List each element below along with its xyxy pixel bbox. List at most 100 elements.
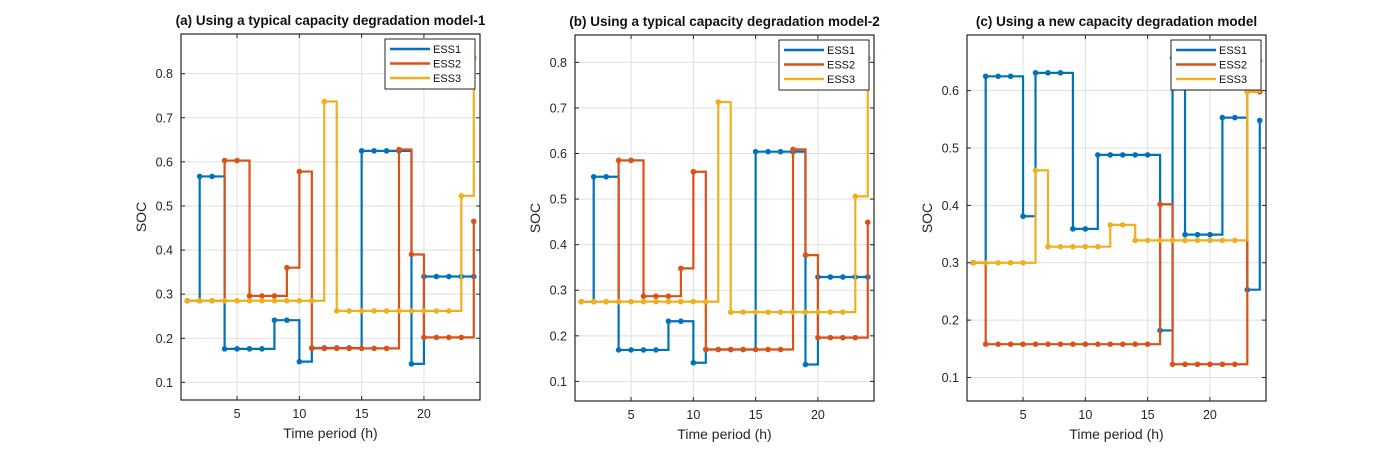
data-point-ess3 <box>1169 237 1176 244</box>
legend-label-ess2: ESS2 <box>827 60 855 72</box>
data-point-ess2 <box>358 345 365 352</box>
data-point-ess3 <box>1132 237 1138 244</box>
data-point-ess3 <box>590 298 597 305</box>
data-point-ess1 <box>234 346 240 352</box>
data-point-ess2 <box>1157 201 1163 208</box>
data-point-ess2 <box>1232 361 1238 368</box>
data-point-ess3 <box>321 98 328 105</box>
data-point-ess3 <box>1007 259 1014 266</box>
data-point-ess3 <box>752 309 759 315</box>
data-point-ess3 <box>578 298 585 305</box>
data-point-ess2 <box>827 334 834 341</box>
data-point-ess1 <box>1132 152 1138 158</box>
data-point-ess2 <box>1070 341 1076 348</box>
data-point-ess1 <box>1256 117 1263 124</box>
data-point-ess2 <box>1219 361 1226 368</box>
y-tick-label: 0.3 <box>942 256 959 270</box>
data-point-ess1 <box>196 173 203 180</box>
y-tick-label: 0.4 <box>942 199 959 213</box>
data-point-ess1 <box>653 347 659 353</box>
data-point-ess2 <box>715 346 722 353</box>
plot-area <box>181 34 480 400</box>
data-point-ess1 <box>271 317 278 323</box>
data-point-ess2 <box>1207 361 1213 368</box>
data-point-ess3 <box>346 308 352 314</box>
data-point-ess1 <box>1082 226 1089 232</box>
data-point-ess3 <box>603 298 609 305</box>
data-point-ess2 <box>982 341 989 348</box>
data-point-ess1 <box>1007 73 1014 80</box>
y-tick-label: 0.1 <box>550 375 567 389</box>
data-point-ess2 <box>752 346 759 353</box>
axes-box <box>966 34 1267 402</box>
y-tick-label: 0.5 <box>942 142 959 156</box>
data-point-ess3 <box>715 99 722 105</box>
data-point-ess3 <box>1219 237 1226 244</box>
x-axis-label: Time period (h) <box>283 425 377 441</box>
x-tick-label: 10 <box>1078 408 1092 422</box>
data-point-ess1 <box>246 346 253 352</box>
data-point-ess1 <box>1144 152 1151 158</box>
data-point-ess1 <box>1107 152 1114 158</box>
data-point-ess1 <box>982 73 989 80</box>
data-point-ess1 <box>1032 70 1039 76</box>
data-point-ess2 <box>1007 341 1014 348</box>
data-point-ess2 <box>790 146 796 153</box>
data-point-ess3 <box>815 309 821 315</box>
data-point-ess3 <box>852 193 859 200</box>
data-point-ess1 <box>690 359 697 366</box>
axes-box <box>574 34 875 402</box>
data-point-ess2 <box>383 345 390 352</box>
data-point-ess3 <box>383 308 390 314</box>
data-point-ess1 <box>358 148 365 154</box>
x-tick-label: 15 <box>749 408 763 422</box>
data-point-ess3 <box>246 297 253 304</box>
data-point-ess2 <box>615 157 622 164</box>
y-tick-label: 0.3 <box>156 288 173 302</box>
data-point-ess3 <box>740 309 746 315</box>
data-point-ess3 <box>690 298 697 305</box>
data-point-ess3 <box>184 297 191 304</box>
y-tick-label: 0.4 <box>550 238 567 252</box>
data-point-ess3 <box>1119 222 1126 228</box>
legend-label-ess3: ESS3 <box>433 73 461 85</box>
data-point-ess2 <box>259 293 265 299</box>
data-point-ess3 <box>433 308 440 314</box>
data-point-ess2 <box>1144 341 1151 348</box>
y-tick-label: 0.2 <box>550 329 567 343</box>
x-axis-label: Time period (h) <box>677 426 771 442</box>
data-point-ess2 <box>371 345 377 352</box>
data-point-ess3 <box>1107 222 1114 228</box>
data-point-ess1 <box>209 173 215 180</box>
data-point-ess3 <box>271 297 278 304</box>
y-tick-label: 0.5 <box>156 199 173 213</box>
y-axis-label: SOC <box>919 203 935 233</box>
data-point-ess3 <box>1144 237 1151 244</box>
y-tick-label: 0.1 <box>156 376 173 390</box>
data-point-ess2 <box>765 346 771 353</box>
data-point-ess1 <box>765 148 771 155</box>
data-point-ess3 <box>665 298 672 305</box>
data-point-ess2 <box>640 293 647 299</box>
data-point-ess1 <box>802 361 809 368</box>
data-point-ess2 <box>1020 341 1026 348</box>
x-tick-label: 5 <box>1020 408 1027 422</box>
data-point-ess1 <box>1057 70 1064 76</box>
data-point-ess1 <box>615 347 622 353</box>
data-point-ess1 <box>827 274 834 280</box>
chart-title: (a) Using a typical capacity degradation… <box>176 13 486 28</box>
data-point-ess2 <box>446 334 452 341</box>
data-point-ess3 <box>1194 237 1201 244</box>
data-point-ess2 <box>470 218 477 225</box>
data-point-ess3 <box>371 308 377 314</box>
data-point-ess3 <box>790 309 796 315</box>
x-tick-label: 20 <box>1203 408 1217 422</box>
data-point-ess2 <box>1182 361 1188 368</box>
x-tick-label: 20 <box>417 407 431 421</box>
data-point-ess3 <box>777 309 784 315</box>
plot-area <box>967 35 1266 401</box>
data-point-ess2 <box>1057 341 1064 348</box>
x-tick-label: 5 <box>234 407 241 421</box>
data-point-ess1 <box>1095 152 1101 158</box>
